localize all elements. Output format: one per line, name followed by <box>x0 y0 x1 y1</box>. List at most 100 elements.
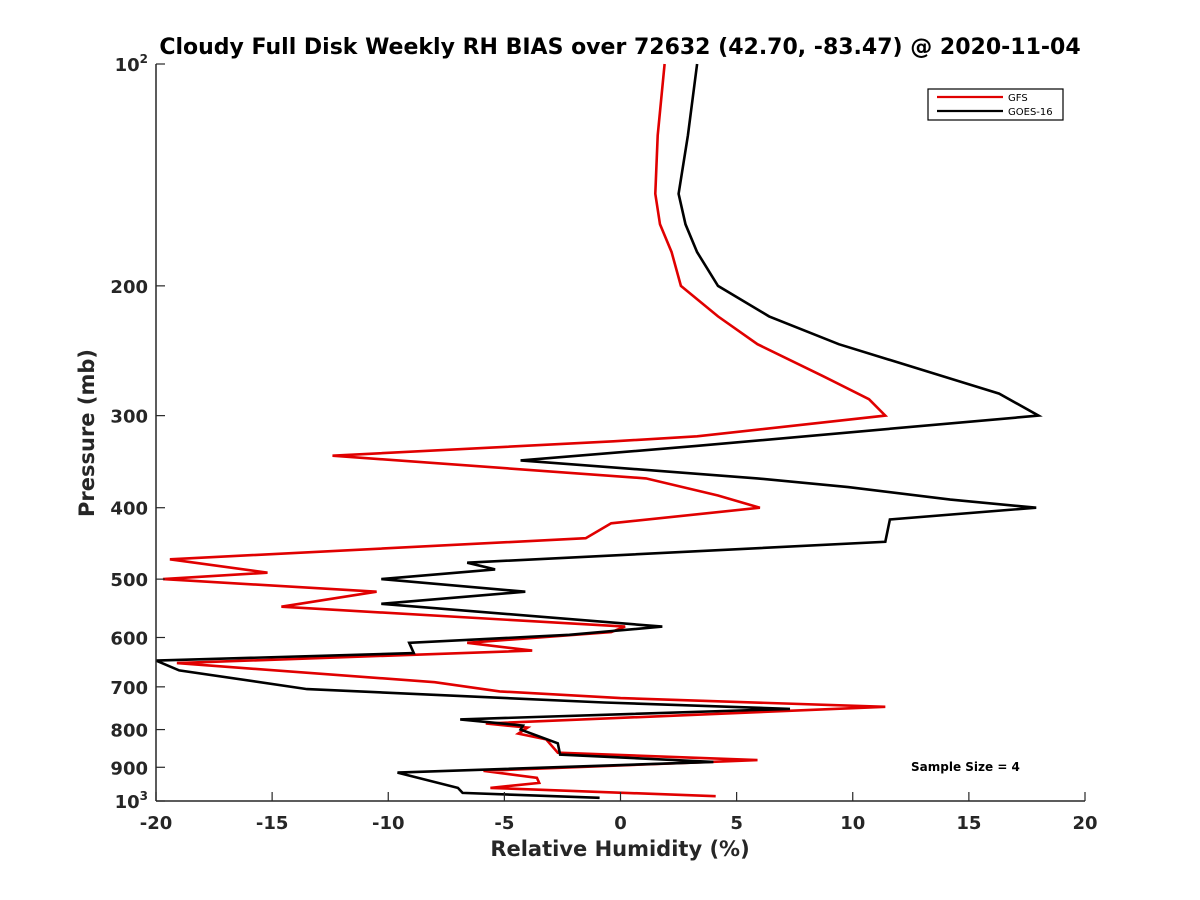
data-point-gfs-9 <box>868 398 870 400</box>
data-point-gfs-4 <box>671 251 673 253</box>
y-tick-label: 600 <box>110 628 148 649</box>
y-tick-label: 500 <box>110 570 148 591</box>
data-point-goes-16-33 <box>522 725 524 727</box>
data-point-goes-16-3 <box>685 223 687 225</box>
series-layer <box>155 63 1043 800</box>
data-point-goes-16-31 <box>789 708 791 710</box>
y-axis-label: Pressure (mb) <box>75 349 99 517</box>
sample-size-annotation: Sample Size = 4 <box>911 760 1020 774</box>
x-axis-ticks: -20 -15 -10 -5 0 5 10 15 20 <box>140 792 1098 834</box>
data-point-goes-16-41 <box>599 797 601 799</box>
data-point-goes-16-18 <box>466 562 468 564</box>
data-point-goes-16-19 <box>494 568 496 570</box>
data-point-goes-16-15 <box>1035 507 1037 509</box>
y-axis-ticks: 102 200 300 400 500 600 700 800 900 103 <box>110 52 165 813</box>
y-tick-label: 300 <box>110 407 148 428</box>
data-point-gfs-3 <box>659 223 661 225</box>
data-point-gfs-23 <box>280 606 282 608</box>
x-tick-label: 20 <box>1072 813 1097 834</box>
x-tick-label: 10 <box>840 813 865 834</box>
data-point-gfs-2 <box>654 193 656 195</box>
data-point-gfs-35 <box>517 733 519 735</box>
data-point-goes-16-24 <box>568 634 570 636</box>
data-point-goes-16-2 <box>678 193 680 195</box>
y-tick-label: 900 <box>110 758 148 779</box>
data-point-gfs-42 <box>489 787 491 789</box>
y-tick-label: 103 <box>115 789 148 813</box>
x-axis-label: Relative Humidity (%) <box>490 837 749 861</box>
data-point-gfs-14 <box>645 477 647 479</box>
data-point-gfs-18 <box>585 537 587 539</box>
data-point-goes-16-21 <box>524 591 526 593</box>
data-point-goes-16-26 <box>413 652 415 654</box>
x-tick-label: -5 <box>494 813 514 834</box>
data-point-goes-16-12 <box>757 477 759 479</box>
data-point-gfs-41 <box>538 782 540 784</box>
data-point-goes-16-17 <box>884 541 886 543</box>
data-point-goes-16-34 <box>520 729 522 731</box>
data-point-gfs-5 <box>680 285 682 287</box>
data-point-gfs-16 <box>759 507 761 509</box>
legend-label-goes-16: GOES-16 <box>1008 107 1053 118</box>
data-point-goes-16-25 <box>408 642 410 644</box>
legend-box <box>927 88 1064 121</box>
data-point-goes-16-10 <box>694 445 696 447</box>
data-point-goes-16-8 <box>998 393 1000 395</box>
legend: GFS GOES-16 <box>927 88 1064 121</box>
data-point-gfs-32 <box>884 706 886 708</box>
x-tick-label: 15 <box>956 813 981 834</box>
y-tick-label: 400 <box>110 499 148 520</box>
data-point-gfs-27 <box>531 650 533 652</box>
x-tick-label: -20 <box>140 813 173 834</box>
data-point-goes-16-30 <box>603 702 605 704</box>
x-tick-label: -10 <box>372 813 405 834</box>
data-point-gfs-29 <box>434 681 436 683</box>
data-point-gfs-11 <box>696 435 698 437</box>
data-point-goes-16-37 <box>712 761 714 763</box>
data-point-gfs-0 <box>664 63 666 65</box>
data-point-goes-16-35 <box>557 742 559 744</box>
data-point-goes-16-7 <box>838 343 840 345</box>
data-point-gfs-20 <box>267 572 269 574</box>
data-point-goes-16-40 <box>462 792 464 794</box>
data-point-goes-16-9 <box>1038 415 1040 417</box>
data-point-goes-16-39 <box>457 787 459 789</box>
data-point-goes-16-1 <box>687 134 689 136</box>
y-tick-label: 700 <box>110 678 148 699</box>
data-point-gfs-28 <box>176 662 178 664</box>
data-point-goes-16-16 <box>889 519 891 521</box>
data-point-goes-16-0 <box>696 63 698 65</box>
data-point-goes-16-23 <box>661 626 663 628</box>
data-point-gfs-24 <box>624 626 626 628</box>
data-point-goes-16-20 <box>380 578 382 580</box>
data-point-gfs-22 <box>376 591 378 593</box>
data-point-gfs-43 <box>715 795 717 797</box>
x-tick-label: 0 <box>614 813 627 834</box>
data-point-gfs-6 <box>717 315 719 317</box>
data-point-gfs-13 <box>332 455 334 457</box>
y-tick-label: 102 <box>115 52 148 76</box>
data-point-gfs-40 <box>536 777 538 779</box>
legend-label-gfs: GFS <box>1008 93 1028 104</box>
y-tick-label: 200 <box>110 277 148 298</box>
data-point-gfs-10 <box>884 415 886 417</box>
data-point-gfs-1 <box>657 134 659 136</box>
data-point-goes-16-36 <box>559 754 561 756</box>
chart-title: Cloudy Full Disk Weekly RH BIAS over 726… <box>159 35 1080 60</box>
y-tick-label: 800 <box>110 721 148 742</box>
data-point-goes-16-28 <box>178 669 180 671</box>
data-point-gfs-12 <box>613 440 615 442</box>
data-point-gfs-31 <box>620 697 622 699</box>
data-point-goes-16-22 <box>380 603 382 605</box>
plot-area: -20 -15 -10 -5 0 5 10 15 20 102 200 300 400 500 600 70… <box>110 52 1097 834</box>
data-point-goes-16-14 <box>949 499 951 501</box>
series-line-goes-16 <box>155 63 1043 800</box>
data-point-gfs-15 <box>717 495 719 497</box>
data-point-goes-16-13 <box>847 486 849 488</box>
data-point-gfs-34 <box>527 727 529 729</box>
data-point-gfs-7 <box>757 343 759 345</box>
data-point-goes-16-38 <box>397 772 399 774</box>
data-point-gfs-8 <box>822 375 824 377</box>
x-tick-label: -15 <box>256 813 289 834</box>
